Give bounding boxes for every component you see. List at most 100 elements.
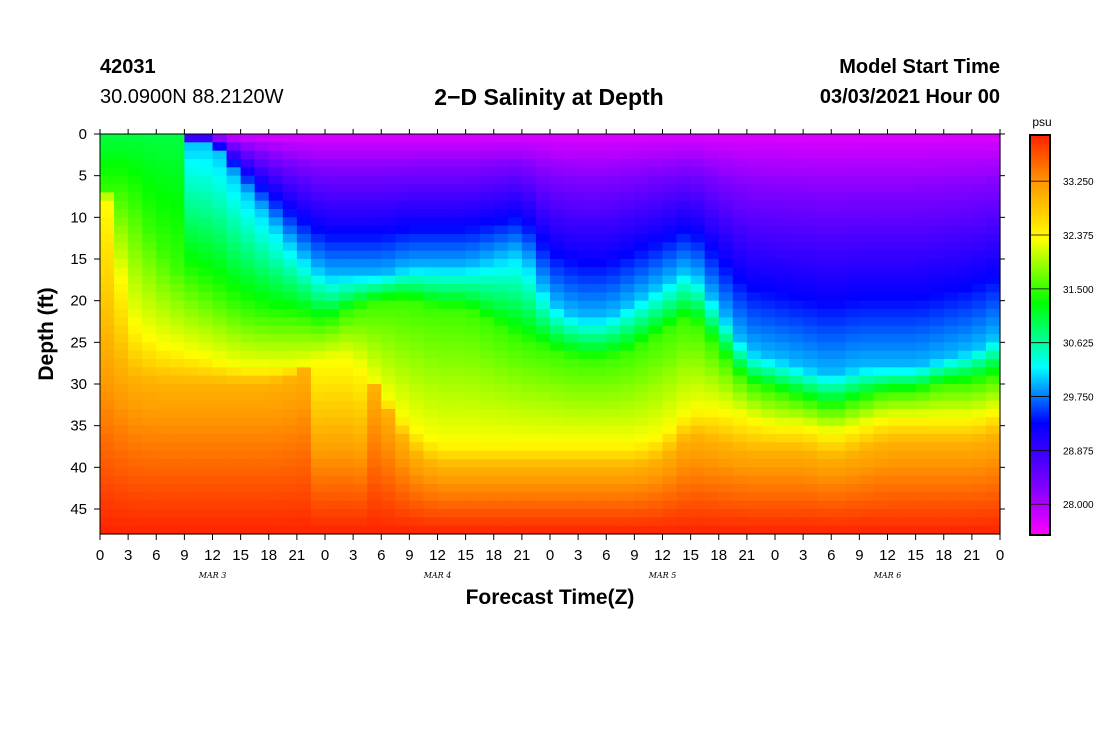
heatmap-cell — [212, 167, 228, 177]
heatmap-cell — [648, 484, 664, 493]
heatmap-cell — [479, 284, 495, 293]
heatmap-cell — [437, 509, 453, 518]
heatmap-cell — [957, 259, 973, 268]
heatmap-cell — [240, 309, 256, 318]
heatmap-cell — [142, 467, 157, 477]
heatmap-cell — [887, 292, 903, 302]
heatmap-cell — [606, 375, 621, 385]
heatmap-cell — [915, 159, 931, 168]
heatmap-cell — [128, 467, 143, 477]
heatmap-cell — [789, 375, 804, 385]
heatmap-cell — [887, 134, 903, 143]
heatmap-cell — [226, 500, 242, 510]
heatmap-cell — [676, 434, 692, 443]
heatmap-cell — [606, 142, 621, 152]
heatmap-cell — [803, 375, 818, 385]
heatmap-cell — [507, 259, 523, 268]
heatmap-cell — [156, 167, 171, 177]
heatmap-cell — [381, 192, 396, 202]
heatmap-cell — [887, 425, 903, 435]
heatmap-cell — [409, 334, 425, 343]
heatmap-cell — [985, 167, 1001, 177]
heatmap-cell — [226, 234, 242, 243]
heatmap-cell — [325, 517, 340, 527]
heatmap-cell — [929, 417, 945, 427]
heatmap-cell — [142, 492, 157, 502]
heatmap-cell — [451, 350, 467, 360]
heatmap-cell — [831, 484, 846, 493]
heatmap-cell — [142, 484, 157, 493]
heatmap-cell — [170, 150, 185, 160]
heatmap-cell — [114, 142, 129, 152]
heatmap-cell — [662, 209, 678, 218]
heatmap-cell — [254, 334, 270, 343]
heatmap-cell — [128, 350, 143, 360]
heatmap-cell — [606, 234, 621, 243]
heatmap-cell — [592, 234, 607, 243]
heatmap-cell — [437, 175, 453, 185]
heatmap-cell — [339, 175, 354, 185]
heatmap-cell — [732, 384, 748, 393]
heatmap-cell — [423, 509, 439, 518]
heatmap-cell — [339, 434, 354, 443]
heatmap-cell — [310, 392, 326, 402]
heatmap-cell — [564, 159, 579, 168]
heatmap-cell — [451, 367, 467, 377]
heatmap-cell — [676, 317, 692, 327]
heatmap-cell — [339, 217, 354, 227]
heatmap-cell — [732, 459, 748, 468]
heatmap-cell — [887, 409, 903, 418]
heatmap-cell — [845, 450, 860, 460]
heatmap-cell — [592, 159, 607, 168]
heatmap-cell — [648, 250, 664, 260]
heatmap-cell — [831, 475, 846, 485]
heatmap-cell — [254, 500, 270, 510]
heatmap-cell — [339, 459, 354, 468]
heatmap-cell — [550, 159, 565, 168]
heatmap-cell — [198, 417, 214, 427]
heatmap-cell — [550, 267, 565, 277]
heatmap-cell — [901, 192, 917, 202]
heatmap-cell — [128, 259, 143, 268]
heatmap-cell — [746, 267, 762, 277]
heatmap-cell — [226, 217, 242, 227]
heatmap-cell — [268, 459, 284, 468]
heatmap-cell — [789, 142, 804, 152]
heatmap-cell — [310, 475, 326, 485]
heatmap-cell — [254, 425, 270, 435]
heatmap-cell — [760, 342, 776, 352]
heatmap-cell — [915, 142, 931, 152]
heatmap-cell — [789, 309, 804, 318]
x-tick-label: 3 — [124, 547, 132, 564]
heatmap-cell — [789, 359, 804, 368]
heatmap-cell — [648, 450, 664, 460]
heatmap-cell — [592, 475, 607, 485]
heatmap-cell — [732, 150, 748, 160]
heatmap-cell — [339, 184, 354, 193]
heatmap-cell — [971, 175, 987, 185]
heatmap-cell — [929, 292, 945, 302]
heatmap-cell — [268, 200, 284, 210]
heatmap-cell — [929, 234, 945, 243]
heatmap-cell — [268, 275, 284, 285]
heatmap-cell — [746, 525, 762, 535]
heatmap-cell — [620, 425, 635, 435]
heatmap-cell — [212, 492, 228, 502]
heatmap-cell — [226, 384, 242, 393]
heatmap-cell — [437, 234, 453, 243]
heatmap-cell — [718, 200, 734, 210]
heatmap-cell — [212, 234, 228, 243]
heatmap-cell — [901, 334, 917, 343]
heatmap-cell — [662, 367, 678, 377]
heatmap-cell — [325, 334, 340, 343]
heatmap-cell — [985, 484, 1001, 493]
heatmap-cell — [817, 367, 832, 377]
heatmap-cell — [929, 392, 945, 402]
heatmap-cell — [775, 475, 790, 485]
heatmap-cell — [198, 150, 214, 160]
heatmap-cell — [409, 225, 425, 235]
heatmap-cell — [887, 417, 903, 427]
heatmap-cell — [901, 492, 917, 502]
heatmap-cell — [395, 484, 410, 493]
heatmap-cell — [451, 517, 467, 527]
